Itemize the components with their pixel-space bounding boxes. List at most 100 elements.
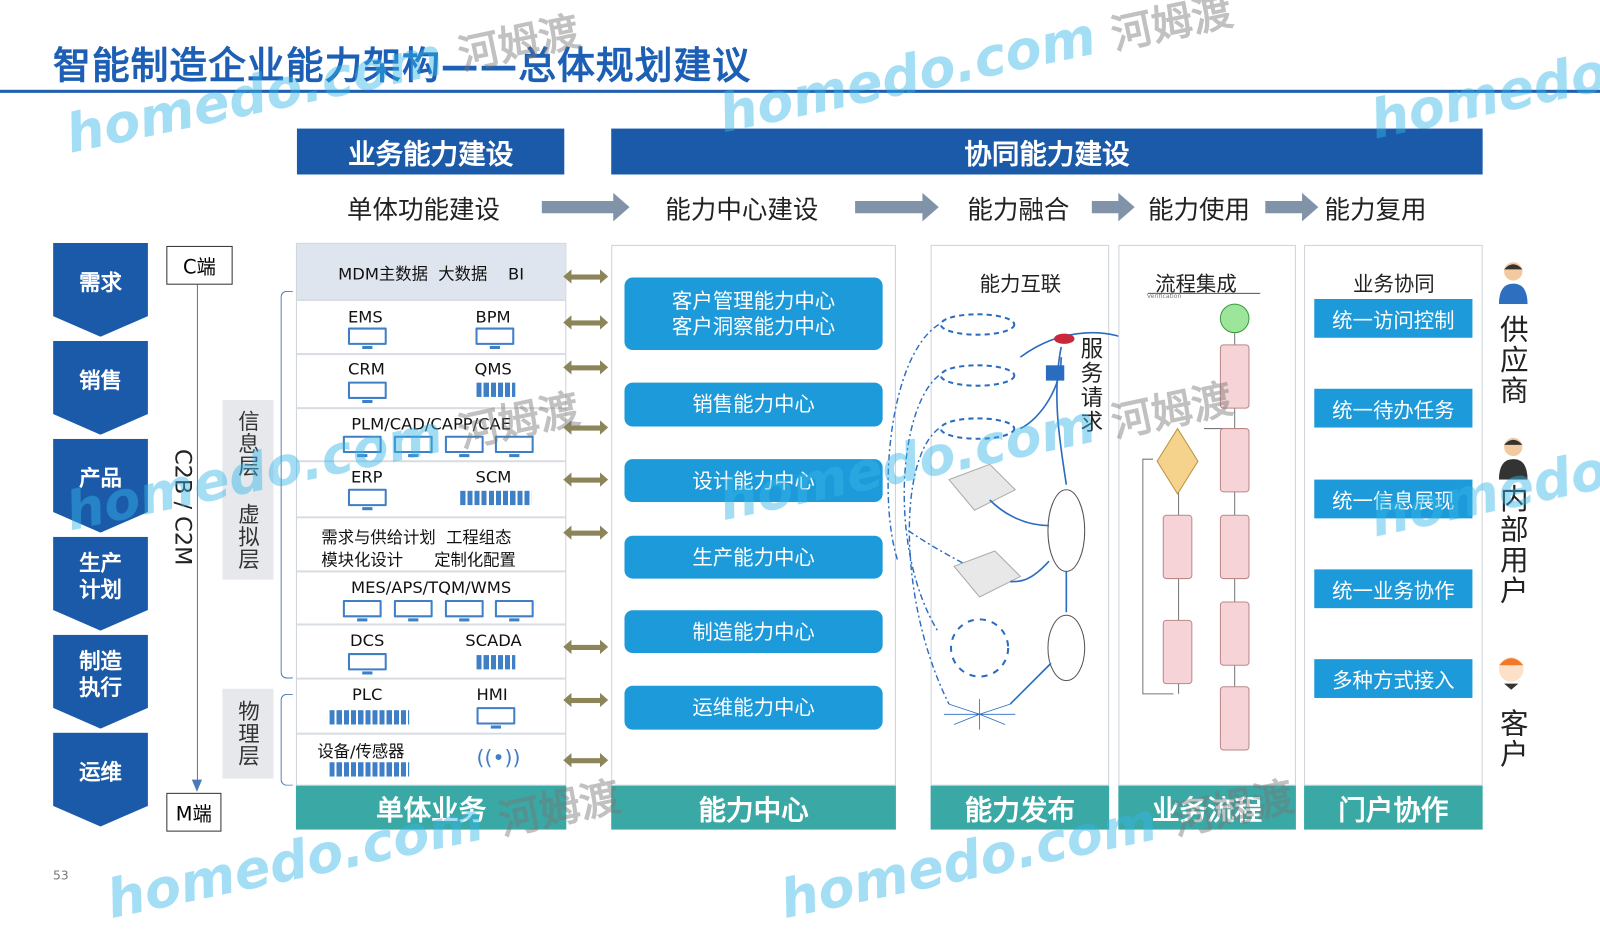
stage-1: 单体功能建设 <box>346 194 501 225</box>
portal-multi-access[interactable]: 多种方式接入 <box>1314 659 1473 698</box>
c-end-box: C端 <box>166 245 233 285</box>
internal-user-avatar-icon <box>1498 437 1528 480</box>
monitor-icon <box>347 327 387 349</box>
machine-icon <box>476 382 516 397</box>
system-label: CRM <box>347 359 385 379</box>
portal-collaboration[interactable]: 统一业务协作 <box>1314 569 1473 609</box>
layer-physical: 物理层 <box>222 688 274 779</box>
layer-info-virtual: 信息层 虚拟层 <box>222 399 274 580</box>
monitor-icon <box>347 381 387 404</box>
system-label: 设备/传感器 <box>317 741 405 762</box>
double-arrow-icon <box>563 315 609 330</box>
stage-3: 能力融合 <box>967 194 1070 225</box>
system-label: EMS <box>347 307 383 327</box>
monitor-icon <box>476 707 516 729</box>
system-label: 模块化设计 定制化配置 <box>321 549 516 570</box>
c2b-label: C2B / C2M <box>169 448 195 566</box>
supplier-avatar-icon <box>1498 262 1528 305</box>
footer-business-process: 业务流程 <box>1118 785 1296 830</box>
system-label: PLM/CAD/CAPP/CAE <box>351 414 512 434</box>
table-row: MES/APS/TQM/WMS <box>296 570 566 623</box>
capability-production[interactable]: 生产能力中心 <box>624 535 883 579</box>
monitor-icon <box>444 599 484 622</box>
system-label: 需求与供给计划 工程组态 <box>321 527 512 547</box>
portal-access-control[interactable]: 统一访问控制 <box>1314 298 1473 338</box>
double-arrow-icon <box>563 472 609 487</box>
monitor-icon <box>347 488 387 511</box>
portal-todo-tasks[interactable]: 统一待办任务 <box>1314 388 1473 428</box>
arrow-right-icon <box>541 192 630 222</box>
system-label: SCM <box>475 467 512 487</box>
c2m-line <box>196 284 198 785</box>
service-request-label: 服务请求 <box>1076 336 1103 435</box>
footer-single-business: 单体业务 <box>295 785 567 830</box>
process-title: 流程集成 <box>1155 271 1237 296</box>
user-internal: 内部用户 <box>1495 483 1530 607</box>
table-row: PLC HMI <box>296 677 566 733</box>
process-flowchart <box>1142 303 1250 751</box>
plc-icon <box>329 710 410 725</box>
chain-maintenance: 运维 <box>53 732 148 827</box>
double-arrow-icon <box>563 360 609 375</box>
m-end-box: M端 <box>166 792 222 832</box>
interconnect-diagram <box>887 313 1144 730</box>
chain-product: 产品 <box>53 438 148 533</box>
monitor-icon <box>393 435 433 458</box>
machine-icon <box>476 655 516 670</box>
chain-sales: 销售 <box>53 340 148 435</box>
arrow-right-icon <box>855 192 939 222</box>
monitor-icon <box>494 435 534 458</box>
system-label: SCADA <box>465 630 522 650</box>
row-data: MDM主数据 大数据 BI <box>296 243 566 299</box>
header-business: 业务能力建设 <box>296 128 565 175</box>
double-arrow-icon <box>563 525 609 540</box>
double-arrow-icon <box>563 269 609 284</box>
process-column <box>1118 244 1296 786</box>
page-title: 智能制造企业能力架构——总体规划建议 <box>53 43 752 88</box>
system-label: QMS <box>474 359 512 379</box>
watermark: homedo.com 河姆渡 <box>713 0 1237 146</box>
monitor-icon <box>494 599 534 622</box>
double-arrow-icon <box>563 639 609 655</box>
table-row: CRM QMS <box>296 353 566 407</box>
capability-sales[interactable]: 销售能力中心 <box>624 382 883 427</box>
table-row: ERP SCM <box>296 460 566 516</box>
stage-4: 能力使用 <box>1147 194 1251 225</box>
capability-manufacturing[interactable]: 制造能力中心 <box>624 610 883 654</box>
monitor-icon <box>342 599 382 622</box>
capability-customer[interactable]: 客户管理能力中心 客户洞察能力中心 <box>624 277 883 350</box>
system-label: HMI <box>476 684 508 705</box>
monitor-icon <box>444 435 484 458</box>
footer-capability-release: 能力发布 <box>930 785 1110 830</box>
user-customer: 客户 <box>1495 708 1530 770</box>
interconnect-title: 能力互联 <box>979 271 1062 296</box>
system-label: DCS <box>349 630 385 650</box>
bracket <box>280 693 293 786</box>
process-caption: Verification <box>1146 292 1182 300</box>
header-collab: 协同能力建设 <box>611 128 1483 175</box>
double-arrow-icon <box>563 753 609 768</box>
system-label: BPM <box>475 307 511 327</box>
capability-design[interactable]: 设计能力中心 <box>624 459 883 503</box>
wireless-icon: ((•)) <box>476 744 521 770</box>
arrow-right-icon <box>1091 192 1135 222</box>
chain-execution: 制造 执行 <box>53 634 148 729</box>
portal-info-display[interactable]: 统一信息展现 <box>1314 479 1473 519</box>
stage-2: 能力中心建设 <box>665 194 819 225</box>
monitor-icon <box>347 653 387 675</box>
capability-maintenance[interactable]: 运维能力中心 <box>624 685 883 730</box>
system-label: PLC <box>352 684 383 705</box>
bracket <box>280 290 293 679</box>
chain-demand: 需求 <box>53 242 148 337</box>
table-row: 设备/传感器 ((•)) <box>296 732 566 787</box>
page-number: 53 <box>53 868 69 883</box>
system-label: MES/APS/TQM/WMS <box>351 577 512 597</box>
title-underline <box>1147 292 1261 294</box>
arrow-right-icon <box>1265 192 1319 222</box>
arrow-down-icon <box>191 779 203 792</box>
table-row: PLM/CAD/CAPP/CAE <box>296 407 566 460</box>
customer-avatar-icon <box>1498 657 1524 690</box>
monitor-icon <box>393 599 433 622</box>
sensor-device-icon <box>329 762 410 777</box>
